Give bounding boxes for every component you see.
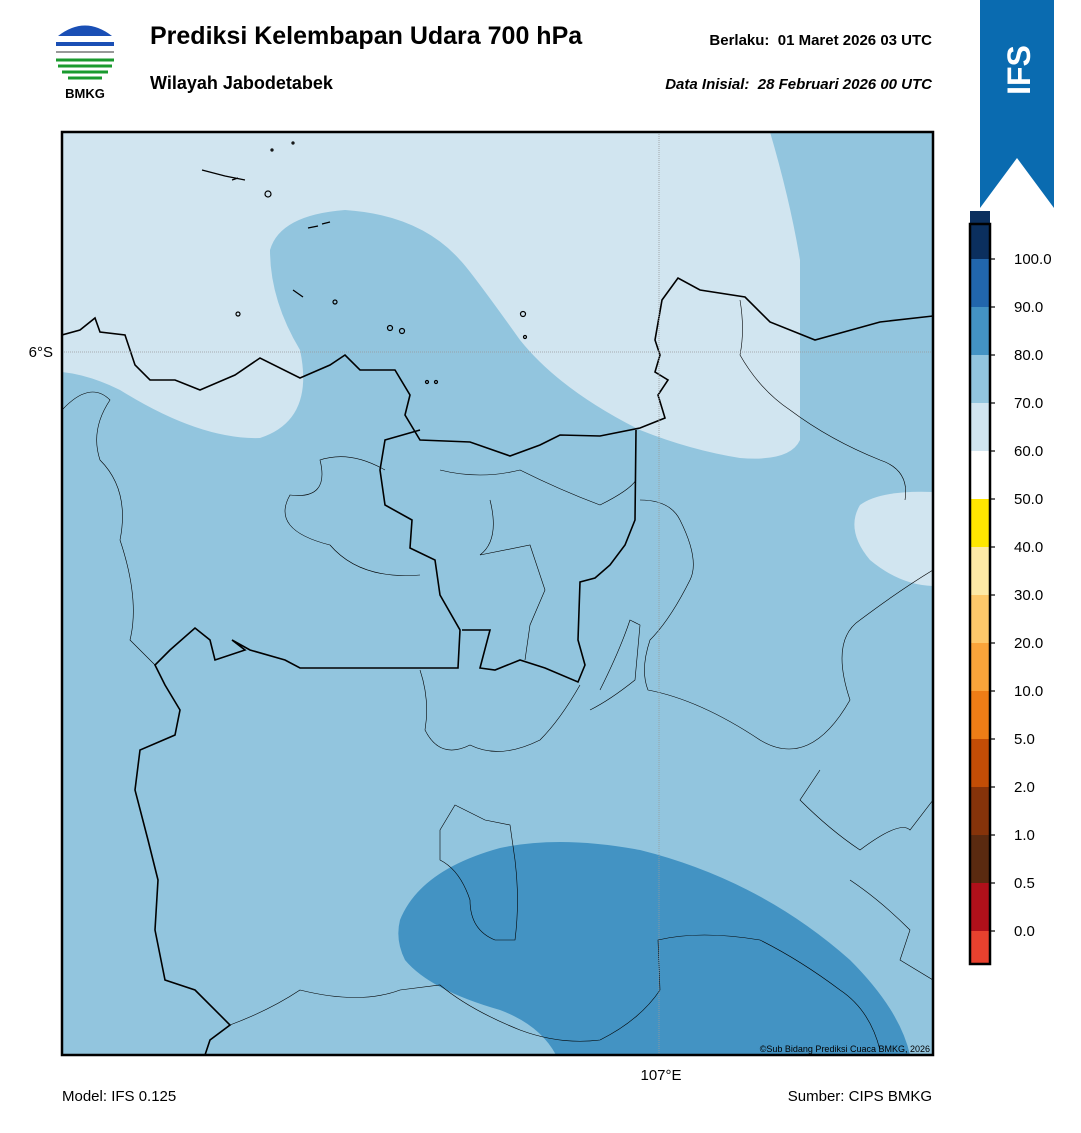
source: Sumber: CIPS BMKG (788, 1088, 932, 1105)
colorbar-label: 90.0 (1014, 299, 1043, 316)
colorbar-segment (970, 643, 990, 691)
subtitle: Wilayah Jabodetabek (150, 73, 334, 93)
valid-time: Berlaku: 01 Maret 2026 03 UTC (709, 32, 932, 49)
colorbar-segment (970, 307, 990, 355)
lat-label: 6°S (29, 344, 53, 361)
colorbar-segment (970, 883, 990, 931)
colorbar-segment (970, 595, 990, 643)
colorbar-label: 40.0 (1014, 539, 1043, 556)
colorbar-segment (970, 835, 990, 883)
colorbar: 0.0 0.5 1.0 2.0 5.0 10.0 20.0 30.0 40.0 50.0 60.0 7… (968, 211, 1052, 966)
colorbar-segment (970, 259, 990, 307)
colorbar-segment (970, 355, 990, 403)
title: Prediksi Kelembapan Udara 700 hPa (150, 22, 583, 50)
colorbar-segment (970, 211, 990, 259)
colorbar-segment (970, 691, 990, 739)
colorbar-label: 5.0 (1014, 731, 1035, 748)
logo-text: BMKG (65, 86, 105, 101)
badge (980, 0, 1054, 208)
colorbar-segment (970, 787, 990, 835)
colorbar-label: 0.5 (1014, 875, 1035, 892)
model: Model: IFS 0.125 (62, 1088, 176, 1105)
map-frame (60, 130, 935, 1057)
colorbar-segment (970, 931, 990, 964)
colorbar-label: 50.0 (1014, 491, 1043, 508)
colorbar-label: 60.0 (1014, 443, 1043, 460)
colorbar-segment (970, 499, 990, 547)
colorbar-segment (970, 451, 990, 499)
colorbar-label: 1.0 (1014, 827, 1035, 844)
colorbar-label: 2.0 (1014, 779, 1035, 796)
credit: ©Sub Bidang Prediksi Cuaca BMKG, 2026 (760, 1044, 930, 1054)
colorbar-segment (970, 739, 990, 787)
colorbar-label: 100.0 (1014, 251, 1052, 268)
colorbar-label: 70.0 (1014, 395, 1043, 412)
colorbar-label: 80.0 (1014, 347, 1043, 364)
init-time: Data Inisial: 28 Februari 2026 00 UTC (665, 76, 933, 93)
colorbar-segment (970, 547, 990, 595)
map: ©Sub Bidang Prediksi Cuaca BMKG, 2026 (62, 132, 933, 1055)
colorbar-segment (970, 403, 990, 451)
logo: BMKG (56, 25, 114, 101)
colorbar-frame (968, 222, 992, 966)
colorbar-label: 0.0 (1014, 923, 1035, 940)
colorbar-label: 30.0 (1014, 587, 1043, 604)
badge-text: IFS (1001, 45, 1037, 95)
colorbar-label: 10.0 (1014, 683, 1043, 700)
lon-label: 107°E (640, 1067, 681, 1084)
colorbar-label: 20.0 (1014, 635, 1043, 652)
